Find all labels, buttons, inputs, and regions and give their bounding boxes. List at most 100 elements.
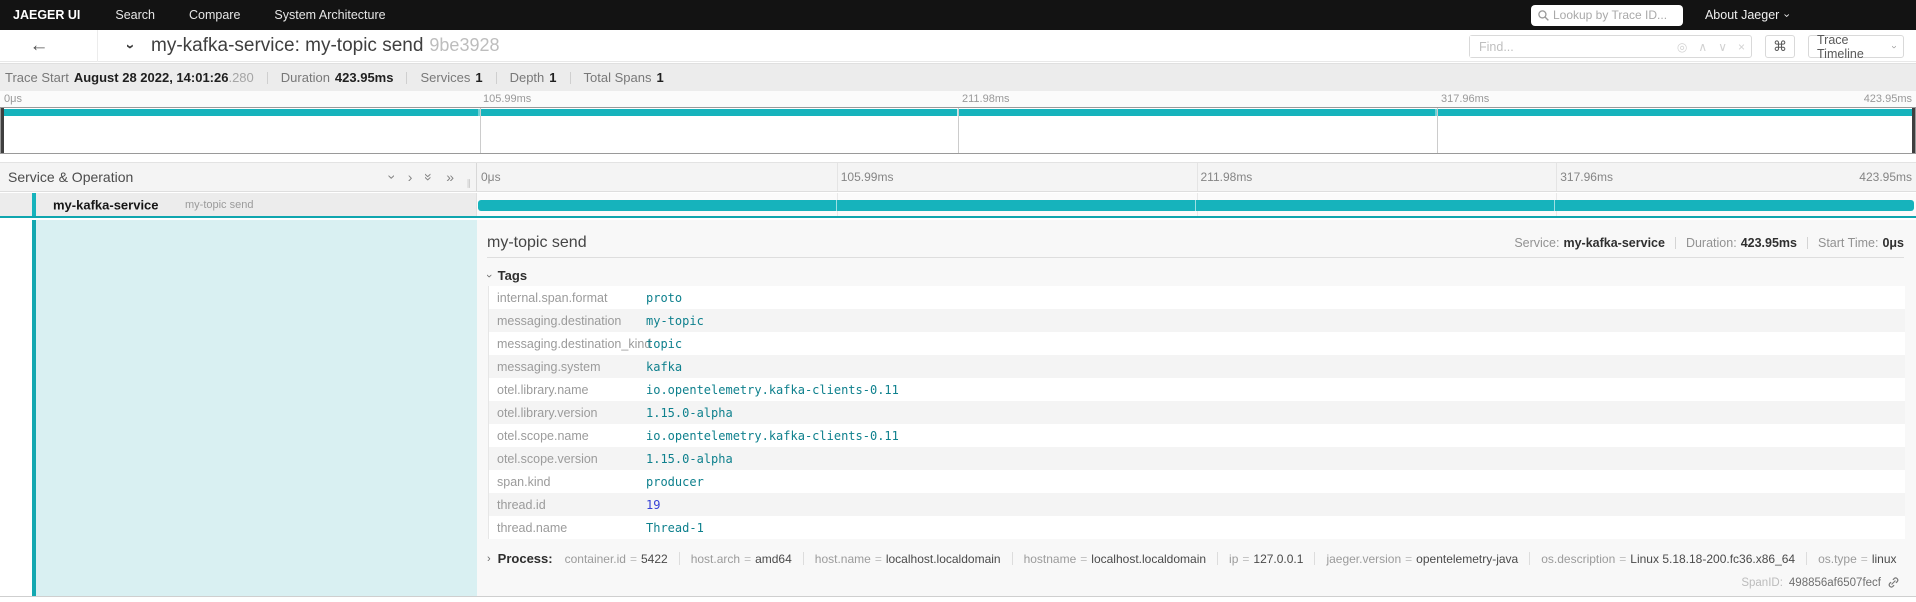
timeline-minimap[interactable] <box>0 107 1916 154</box>
minimap-left-handle[interactable] <box>1 108 4 153</box>
tag-key: messaging.destination_kind <box>497 336 652 351</box>
span-id-label: SpanID: <box>1741 576 1783 589</box>
next-result-icon[interactable]: ∨ <box>1718 39 1727 54</box>
tags-table: internal.span.format proto messaging.des… <box>488 286 1905 539</box>
clear-search-icon[interactable]: × <box>1737 39 1745 54</box>
chevron-down-icon: › <box>1888 44 1900 49</box>
tag-key: messaging.destination <box>497 313 622 328</box>
trace-summary-bar: Trace Start August 28 2022, 14:01:26.280 … <box>0 63 1916 91</box>
span-id-value: 498856af6507fecf <box>1788 576 1881 589</box>
timeline-gridline <box>1556 163 1558 191</box>
tag-value: proto <box>646 290 683 305</box>
header-divider <box>97 30 98 62</box>
tag-value: 1.15.0-alpha <box>646 451 733 466</box>
minimap-gridline <box>1436 108 1438 153</box>
prev-result-icon[interactable]: ∧ <box>1698 39 1708 54</box>
expand-one-chevron-down-icon[interactable]: › <box>384 174 401 180</box>
chevron-right-icon: › <box>487 552 491 565</box>
process-item: os.type = linux <box>1818 552 1904 566</box>
column-resize-handle[interactable]: ∥ <box>466 178 472 188</box>
trace-view-selector[interactable]: Trace Timeline › <box>1808 33 1904 61</box>
tag-value: topic <box>646 336 683 351</box>
nav-item[interactable]: Compare <box>189 8 241 22</box>
tag-row: otel.library.version 1.15.0-alpha <box>489 401 1905 424</box>
timeline-header-row: Service & Operation › › » » ∥ 0μs 105.99m… <box>0 162 1916 192</box>
tag-value: 19 <box>646 497 661 512</box>
tag-row: messaging.destination my-topic <box>489 309 1905 332</box>
tag-row: span.kind producer <box>489 470 1905 493</box>
timeline-tick-label: 423.95ms <box>1859 170 1912 184</box>
minimap-tick-label: 317.96ms <box>1441 93 1490 105</box>
tags-section-toggle[interactable]: › Tags <box>482 268 528 283</box>
back-button[interactable]: ← <box>24 33 54 59</box>
process-section-toggle[interactable]: Process: <box>497 551 553 566</box>
nav-item[interactable]: System Architecture <box>274 8 386 22</box>
chevron-down-icon: › <box>1780 13 1793 17</box>
back-arrow-icon: ← <box>29 35 49 56</box>
collapse-all-double-chevron-right-icon[interactable]: » <box>446 169 454 185</box>
copy-link-icon[interactable] <box>1887 576 1900 589</box>
timeline-tick-label: 0μs <box>481 170 501 184</box>
tag-row: internal.span.format proto <box>489 286 1905 309</box>
process-item: jaeger.version = opentelemetry-java <box>1326 552 1541 566</box>
tag-key: span.kind <box>497 474 551 489</box>
trace-title: my-kafka-service: my-topic send 9be3928 <box>151 35 500 56</box>
tag-value: 1.15.0-alpha <box>646 405 733 420</box>
tag-row: thread.name Thread-1 <box>489 516 1905 539</box>
tag-row: otel.scope.version 1.15.0-alpha <box>489 447 1905 470</box>
trace-id: 9be3928 <box>429 35 500 55</box>
timeline-tick-label: 317.96ms <box>1560 170 1613 184</box>
minimap-tick-label: 105.99ms <box>483 93 532 105</box>
span-detail-panel: my-topic send Service: my-kafka-service D… <box>0 220 1916 597</box>
expand-all-double-chevron-down-icon[interactable]: » <box>421 173 438 181</box>
tag-row: thread.id 19 <box>489 493 1905 516</box>
tag-key: thread.id <box>497 497 546 512</box>
minimap-ruler: 0μs 105.99ms 211.98ms 317.96ms 423.95ms <box>0 91 1916 107</box>
summary-item: Trace Start August 28 2022, 14:01:26.280 <box>5 70 281 85</box>
trace-page-header: ← › my-kafka-service: my-topic send 9be39… <box>0 30 1916 62</box>
minimap-tick-label: 0μs <box>4 93 22 105</box>
tag-value: io.opentelemetry.kafka-clients-0.11 <box>646 428 899 443</box>
summary-item: Depth 1 <box>510 70 584 85</box>
process-item: host.name = localhost.localdomain <box>815 552 1024 566</box>
process-item: ip = 127.0.0.1 <box>1229 552 1326 566</box>
tag-value: producer <box>646 474 704 489</box>
timeline-tick-label: 105.99ms <box>840 170 894 184</box>
tag-value: kafka <box>646 359 683 374</box>
chevron-down-icon: › <box>482 273 495 278</box>
summary-item: Total Spans 1 <box>583 70 664 85</box>
collapse-title-chevron-icon[interactable]: › <box>122 43 139 49</box>
minimap-gridline <box>479 108 481 153</box>
search-icon <box>1538 9 1549 21</box>
minimap-tick-label: 211.98ms <box>962 93 1010 105</box>
span-duration-bar[interactable] <box>478 200 1914 211</box>
collapse-one-chevron-right-icon[interactable]: › <box>407 169 413 185</box>
timeline-ruler: 0μs 105.99ms 211.98ms 317.96ms 423.95ms <box>477 163 1916 191</box>
tag-row: messaging.destination_kind topic <box>489 332 1905 355</box>
minimap-tick-label: 423.95ms <box>1863 93 1912 105</box>
detail-start-time: Start Time: 0μs <box>1818 235 1904 250</box>
app-logo[interactable]: JAEGER UI <box>13 8 81 22</box>
minimap-gridline <box>958 108 959 153</box>
timeline-gridline <box>1196 163 1198 191</box>
detail-indent-fill <box>36 220 477 596</box>
tag-value: Thread-1 <box>646 520 704 535</box>
timeline-tick-label: 211.98ms <box>1200 170 1253 184</box>
nav-item[interactable]: Search <box>115 8 155 22</box>
span-row[interactable]: my-kafka-service my-topic send <box>0 193 1916 218</box>
tag-key: messaging.system <box>497 359 601 374</box>
keyboard-shortcuts-button[interactable]: ⌘ <box>1765 35 1795 58</box>
focus-match-icon[interactable]: ◎ <box>1676 39 1688 54</box>
tag-value: my-topic <box>646 313 704 328</box>
detail-operation-title: my-topic send <box>487 233 587 251</box>
tag-key: thread.name <box>497 520 568 535</box>
minimap-right-handle[interactable] <box>1912 108 1915 153</box>
about-jaeger-menu[interactable]: About Jaeger › <box>1704 8 1793 22</box>
process-item: hostname = localhost.localdomain <box>1024 552 1229 566</box>
trace-lookup-input[interactable] <box>1552 4 1679 26</box>
tag-key: internal.span.format <box>497 290 608 305</box>
service-operation-header: Service & Operation <box>8 169 134 185</box>
command-key-icon: ⌘ <box>1773 38 1787 54</box>
find-input[interactable] <box>1470 36 1665 57</box>
